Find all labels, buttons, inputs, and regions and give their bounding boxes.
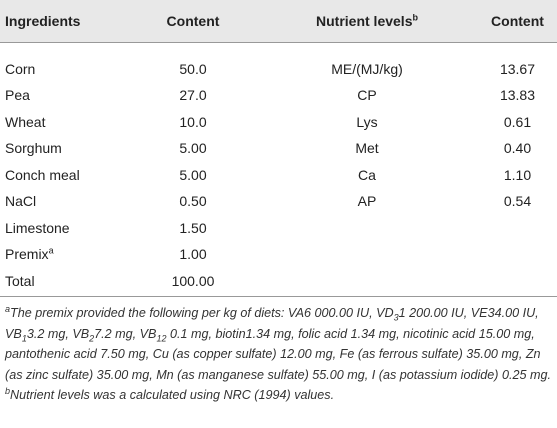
table: Ingredients Content Nutrient levelsb Conten… bbox=[0, 0, 557, 297]
table-cell: 50.0 bbox=[179, 60, 207, 77]
table-cell bbox=[478, 267, 557, 297]
header-cell: Nutrient levelsb bbox=[256, 0, 478, 43]
table-cell bbox=[256, 241, 478, 268]
footnote-text: The premix provided the following per kg… bbox=[10, 306, 394, 320]
footnote-marker: b bbox=[412, 12, 418, 23]
table-row: Limestone 1.50 bbox=[0, 215, 557, 242]
footnote-text: 3.2 mg, VB bbox=[26, 326, 90, 341]
table-cell: Sorghum bbox=[5, 140, 62, 157]
table-cell: Met bbox=[355, 140, 379, 157]
table-row: NaCl 0.50 AP 0.54 bbox=[0, 188, 557, 215]
table-row: Conch meal 5.00 Ca 1.10 bbox=[0, 162, 557, 189]
table-cell: 1.10 bbox=[503, 166, 532, 183]
footnote-text: Nutrient levels was a calculated using N… bbox=[10, 388, 335, 402]
table-cell: Wheat bbox=[5, 113, 46, 130]
table-cell: 13.83 bbox=[499, 87, 536, 104]
table-cell: 0.50 bbox=[179, 193, 207, 210]
header-row: Ingredients Content Nutrient levelsb Conten… bbox=[0, 0, 557, 43]
header-cell: Content bbox=[130, 0, 256, 43]
table-cell: 5.00 bbox=[179, 166, 207, 183]
table-cell: CP bbox=[357, 87, 377, 104]
table-row: Corn 50.0 ME/(MJ/kg) 13.67 bbox=[0, 42, 557, 82]
table-document: Ingredients Content Nutrient levelsb Conten… bbox=[0, 0, 557, 406]
footnote-text: 0.1 mg, biotin1.34 mg, folic acid 1.34 m… bbox=[5, 326, 551, 382]
footnote-text: 1 bbox=[21, 333, 27, 344]
table-cell: 27.0 bbox=[179, 87, 207, 104]
footnote-text: 2 bbox=[89, 333, 95, 344]
footnote-marker: a bbox=[48, 245, 54, 256]
table-cell: Corn bbox=[5, 60, 36, 77]
table-cell: Limestone bbox=[5, 219, 70, 236]
table-row: Total 100.00 bbox=[0, 267, 557, 297]
table-cell: 10.0 bbox=[179, 113, 207, 130]
table-cell: 1.50 bbox=[179, 219, 207, 236]
table-cell: 0.61 bbox=[503, 113, 532, 130]
cell-text: Nutrient levels bbox=[316, 12, 413, 29]
footnote-text: 1 200.00 IU, VE34.00 IU, VB bbox=[5, 306, 539, 341]
table-body: Corn 50.0 ME/(MJ/kg) 13.67 Pea 27.0 CP 13.83 Whe… bbox=[0, 42, 557, 297]
table-cell: 0.54 bbox=[503, 193, 532, 210]
table-cell: Ca bbox=[358, 166, 376, 183]
table-cell bbox=[256, 267, 478, 297]
table-cell bbox=[478, 241, 557, 268]
header-cell: Ingredients bbox=[0, 0, 130, 43]
table-cell: NaCl bbox=[5, 193, 37, 210]
table-cell: 0.40 bbox=[503, 140, 532, 157]
table-cell: Premixa bbox=[0, 241, 130, 268]
table-cell: Total bbox=[0, 267, 130, 297]
table-header: Ingredients Content Nutrient levelsb Conten… bbox=[0, 0, 557, 43]
footnote-text: 12 bbox=[156, 333, 167, 344]
table-cell: Pea bbox=[5, 87, 30, 104]
table-row: Sorghum 5.00 Met 0.40 bbox=[0, 135, 557, 162]
table-row: Pea 27.0 CP 13.83 bbox=[0, 82, 557, 109]
table-cell: 5.00 bbox=[179, 140, 207, 157]
cell-text: Premix bbox=[5, 246, 49, 263]
table-row: Premixa 1.00 bbox=[0, 241, 557, 268]
footnote: aThe premix provided the following per k… bbox=[5, 303, 552, 385]
table-cell bbox=[478, 215, 557, 242]
footnote-text: 7.2 mg, VB bbox=[94, 326, 157, 341]
table-cell bbox=[256, 215, 478, 242]
table-cell: ME/(MJ/kg) bbox=[331, 60, 403, 77]
footnote-text: 3 bbox=[393, 312, 399, 323]
table-cell: Lys bbox=[356, 113, 378, 130]
footnote-marker: a bbox=[5, 303, 11, 314]
header-cell: Content bbox=[478, 0, 557, 43]
footnote-marker: b bbox=[5, 385, 11, 396]
table-cell: AP bbox=[357, 193, 377, 210]
table-cell: 100.00 bbox=[130, 267, 256, 297]
table-cell: 13.67 bbox=[499, 60, 536, 77]
table-cell: 1.00 bbox=[179, 246, 207, 263]
table-cell: Conch meal bbox=[5, 166, 80, 183]
table-row: Wheat 10.0 Lys 0.61 bbox=[0, 109, 557, 136]
footnotes: aThe premix provided the following per k… bbox=[0, 297, 557, 406]
footnote: bNutrient levels was a calculated using … bbox=[5, 385, 552, 406]
